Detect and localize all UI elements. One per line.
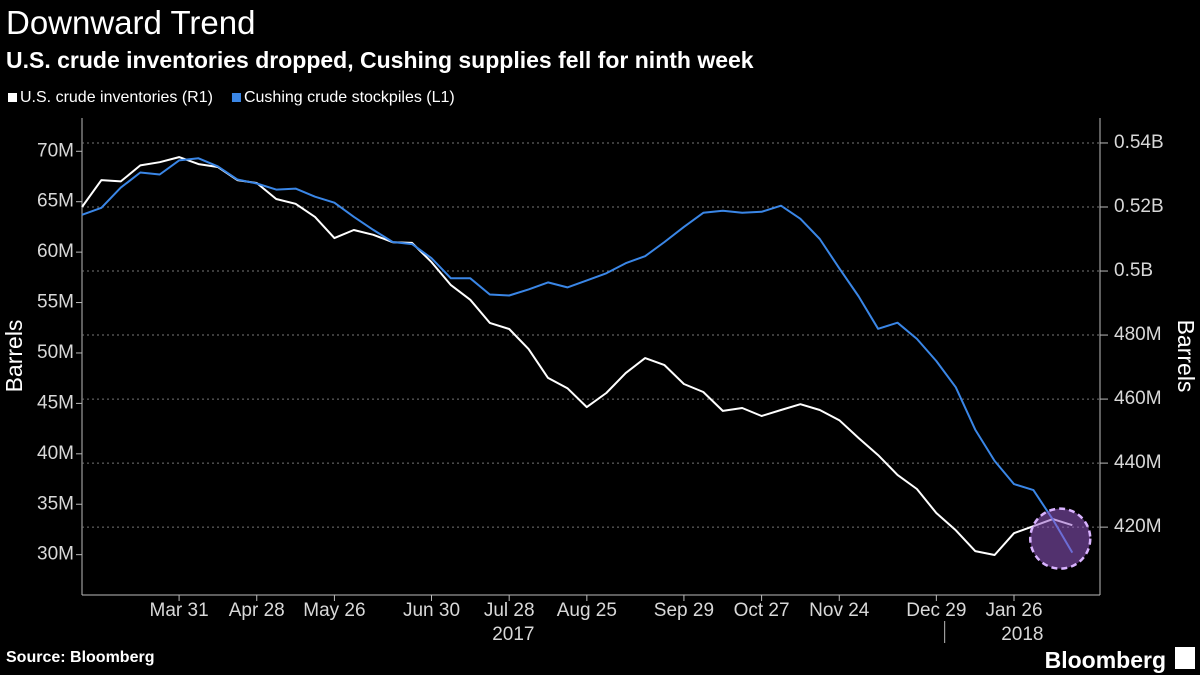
x-tick-label: Aug 25 — [557, 600, 617, 621]
legend-swatch — [231, 93, 241, 102]
y-tick-label: 55M — [37, 292, 74, 313]
x-tick-label: Sep 29 — [654, 600, 714, 621]
y-tick-label: 35M — [37, 493, 74, 514]
legend-swatch — [8, 93, 17, 102]
y2-axis-label: Barrels — [1173, 320, 1199, 393]
source: Source: Bloomberg — [6, 649, 154, 666]
y2-tick-label: 440M — [1114, 452, 1162, 473]
legend-label: Cushing crude stockpiles (L1) — [244, 89, 455, 106]
y-tick-label: 45M — [37, 392, 74, 413]
chart-subtitle: U.S. crude inventories dropped, Cushing … — [6, 47, 754, 73]
y-tick-label: 30M — [37, 544, 74, 565]
x-tick-label: Dec 29 — [906, 600, 966, 621]
axes — [81, 118, 1101, 596]
x-tick-label: Jan 26 — [985, 600, 1042, 621]
x-tick-label: Jul 28 — [484, 600, 535, 621]
brand: Bloomberg — [1045, 647, 1166, 673]
x-tick-label: Apr 28 — [229, 600, 285, 621]
chart-title: Downward Trend — [6, 4, 255, 41]
x-year-label: 2017 — [492, 624, 534, 645]
y-tick-label: 65M — [37, 191, 74, 212]
y-tick-label: 60M — [37, 241, 74, 262]
y2-tick-label: 0.5B — [1114, 260, 1153, 281]
x-tick-label: Nov 24 — [809, 600, 870, 621]
highlight-circle — [1029, 507, 1092, 570]
y2-tick-label: 480M — [1114, 324, 1162, 345]
y-tick-label: 50M — [37, 342, 74, 363]
series-line — [81, 157, 1074, 554]
y2-tick-label: 0.52B — [1114, 196, 1164, 217]
x-tick-label: Oct 27 — [734, 600, 790, 621]
y2-tick-label: 0.54B — [1114, 132, 1164, 153]
y2-tick-label: 420M — [1114, 516, 1162, 537]
brand-icon — [1175, 647, 1195, 669]
x-year-label: 2018 — [1001, 624, 1043, 645]
y2-tick-label: 460M — [1114, 388, 1162, 409]
x-tick-label: Mar 31 — [150, 600, 209, 621]
y-axis-label: Barrels — [1, 320, 27, 393]
x-tick-label: May 26 — [303, 600, 365, 621]
x-tick-label: Jun 30 — [403, 600, 460, 621]
y-tick-label: 40M — [37, 443, 74, 464]
legend-label: U.S. crude inventories (R1) — [20, 89, 213, 106]
y-tick-label: 70M — [37, 140, 74, 161]
